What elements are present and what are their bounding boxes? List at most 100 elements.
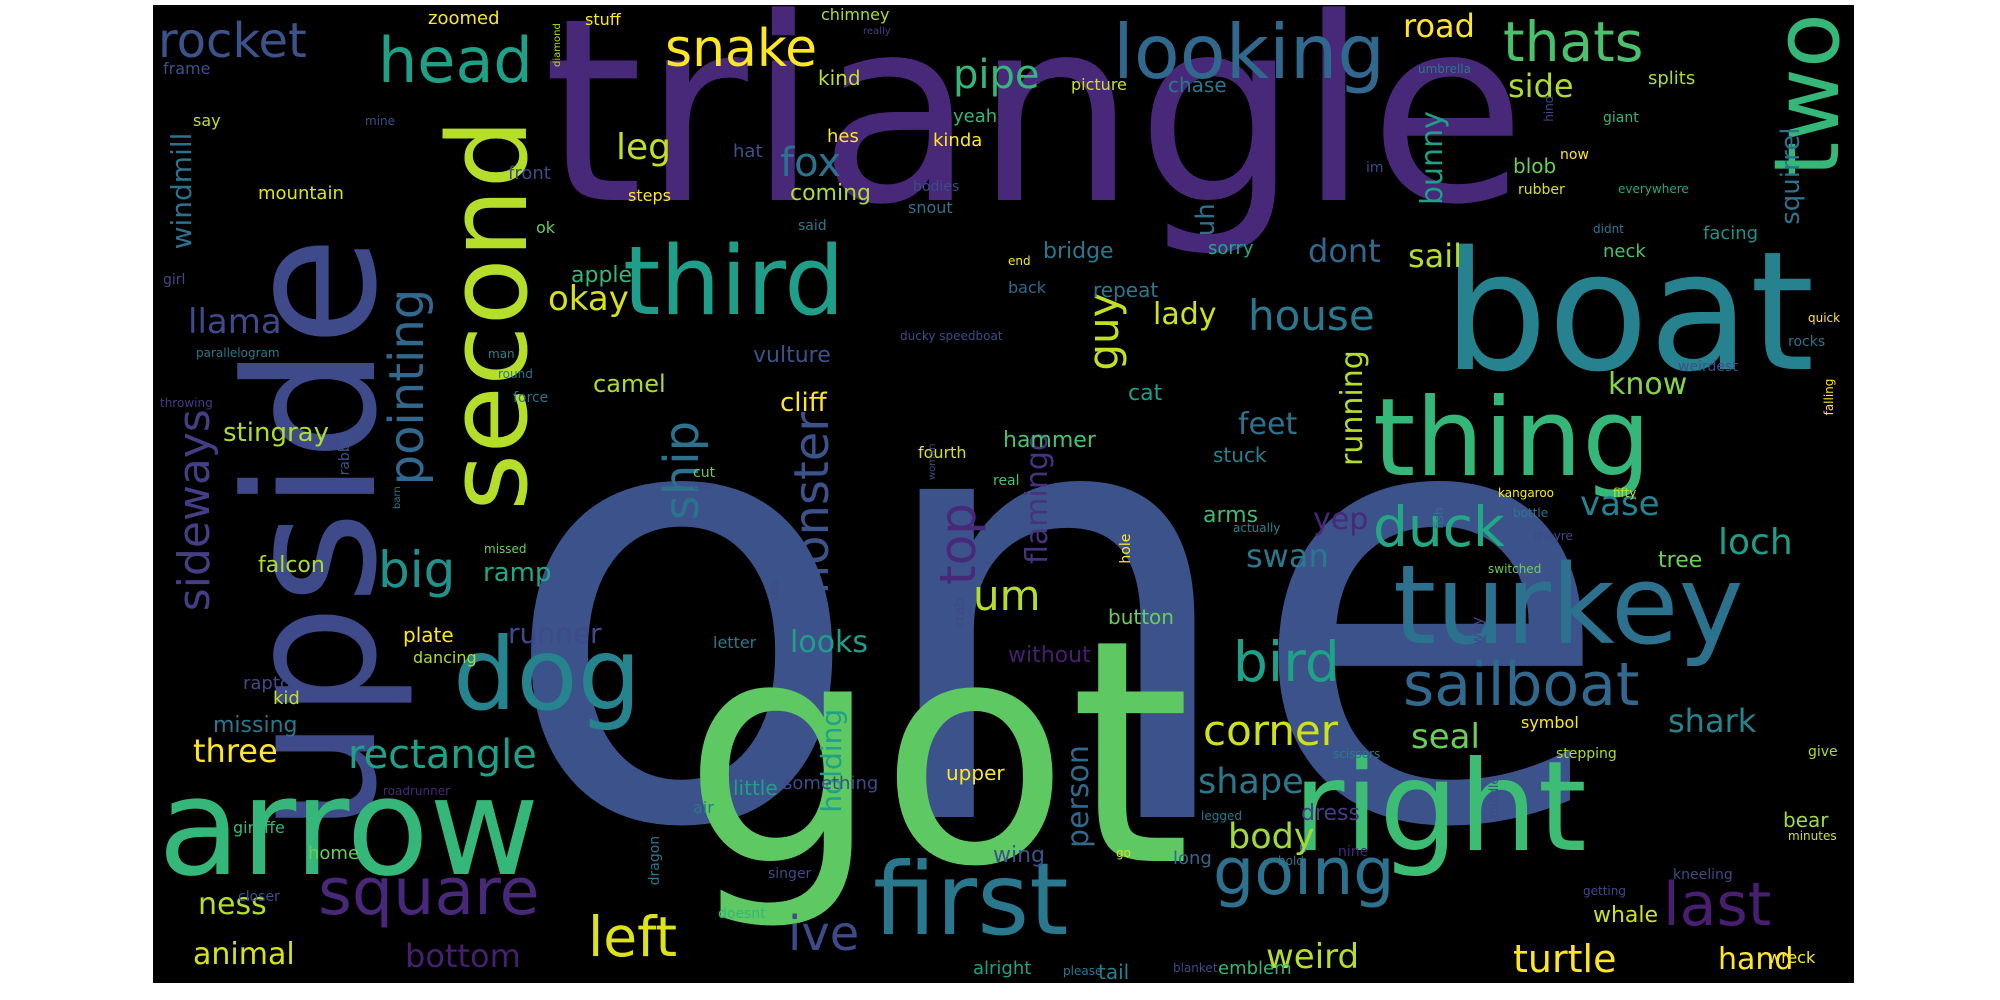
cloud-word: going bbox=[1213, 835, 1395, 910]
cloud-word: uh bbox=[1191, 203, 1221, 237]
cloud-word: hammer bbox=[1003, 428, 1096, 453]
cloud-word: force bbox=[513, 390, 549, 406]
cloud-word: fox bbox=[780, 140, 841, 186]
cloud-word: hat bbox=[733, 141, 763, 162]
cloud-word: fifty bbox=[1613, 486, 1637, 500]
cloud-word: switched bbox=[1488, 562, 1542, 576]
cloud-word: ok bbox=[536, 218, 556, 237]
cloud-word: got bbox=[683, 574, 1191, 935]
cloud-word: guy bbox=[1079, 292, 1128, 371]
cloud-word: person bbox=[1061, 745, 1096, 848]
cloud-word: legged bbox=[1201, 809, 1242, 823]
cloud-word: sailboat bbox=[1403, 650, 1640, 720]
cloud-word: running bbox=[1335, 350, 1370, 466]
cloud-word: say bbox=[193, 111, 221, 130]
cloud-word: bodies bbox=[913, 179, 960, 195]
cloud-word: yep bbox=[1313, 502, 1369, 537]
cloud-word: shark bbox=[1668, 702, 1757, 740]
cloud-word: stingray bbox=[223, 418, 329, 448]
cloud-word: snake bbox=[665, 19, 818, 79]
cloud-word: cat bbox=[1128, 381, 1163, 406]
cloud-word: quick bbox=[1808, 311, 1841, 325]
cloud-word: singer bbox=[768, 866, 812, 882]
cloud-word: hand bbox=[1718, 942, 1794, 977]
cloud-word: giraffe bbox=[233, 818, 285, 837]
cloud-word: um bbox=[973, 571, 1041, 620]
cloud-word: please bbox=[1063, 964, 1103, 978]
cloud-word: fourth bbox=[918, 443, 967, 462]
cloud-word: didnt bbox=[1593, 222, 1624, 236]
cloud-word: right bbox=[1293, 735, 1587, 880]
cloud-word: sail bbox=[1408, 237, 1463, 275]
cloud-word: rocket bbox=[158, 13, 307, 69]
cloud-word: crap bbox=[693, 481, 716, 492]
cloud-word: rectangle bbox=[348, 732, 537, 778]
cloud-word: arms bbox=[1203, 503, 1259, 528]
cloud-word: plate bbox=[403, 623, 454, 647]
cloud-word: vulture bbox=[753, 343, 831, 368]
cloud-word: know bbox=[1608, 367, 1688, 402]
cloud-word: wreck bbox=[1768, 948, 1816, 967]
cloud-word: thing bbox=[1373, 376, 1651, 501]
cloud-word: falcon bbox=[258, 553, 325, 578]
cloud-word: splits bbox=[1648, 68, 1696, 89]
cloud-word: stuck bbox=[1213, 443, 1267, 467]
cloud-word: runner bbox=[508, 617, 602, 650]
cloud-word: ness bbox=[198, 887, 267, 922]
cloud-word: dress bbox=[1301, 801, 1360, 826]
cloud-word: holding bbox=[815, 708, 848, 813]
cloud-word: looks bbox=[790, 625, 869, 660]
cloud-word: missed bbox=[484, 542, 527, 556]
cloud-word: dancing bbox=[413, 648, 477, 667]
cloud-word: three bbox=[193, 732, 278, 770]
cloud-word: weirdest bbox=[1678, 359, 1738, 375]
cloud-word: give bbox=[1808, 744, 1838, 760]
cloud-word: giant bbox=[1603, 110, 1639, 126]
cloud-word: everywhere bbox=[1618, 182, 1689, 196]
cloud-word: pipe bbox=[953, 52, 1040, 98]
cloud-word: rubber bbox=[1518, 182, 1565, 198]
cloud-word: symbol bbox=[1521, 713, 1579, 732]
cloud-word: picture bbox=[1071, 75, 1127, 94]
cloud-word: emblem bbox=[1218, 958, 1292, 979]
cloud-word: frame bbox=[163, 59, 211, 78]
cloud-word: tail bbox=[1098, 960, 1130, 983]
cloud-word: left bbox=[588, 905, 678, 969]
cloud-word: go bbox=[1116, 846, 1131, 860]
cloud-word: im bbox=[1366, 160, 1384, 176]
cloud-word: actually bbox=[1233, 521, 1281, 535]
cloud-word: now bbox=[1560, 147, 1589, 163]
cloud-word: triangle bbox=[543, 5, 1527, 261]
cloud-word: lady bbox=[1153, 297, 1217, 332]
cloud-word: cut bbox=[693, 465, 716, 481]
cloud-word: shape bbox=[1198, 762, 1304, 802]
cloud-word: parallelogram bbox=[196, 346, 280, 360]
cloud-word: looking bbox=[1113, 8, 1386, 96]
cloud-word: getting bbox=[1583, 884, 1626, 898]
cloud-word: home bbox=[308, 843, 360, 864]
cloud-word: repeat bbox=[1093, 278, 1159, 302]
cloud-word: bird bbox=[1233, 630, 1340, 694]
cloud-word: raptor bbox=[243, 673, 299, 694]
cloud-word: zoomed bbox=[428, 8, 500, 29]
cloud-word: camel bbox=[593, 370, 666, 398]
cloud-word: big bbox=[378, 541, 456, 599]
cloud-word: ducky speedboat bbox=[900, 329, 1003, 343]
cloud-word: vase bbox=[1580, 484, 1660, 524]
cloud-word: kinda bbox=[933, 130, 983, 151]
cloud-word: mine bbox=[365, 114, 396, 128]
cloud-word: body bbox=[1228, 817, 1315, 857]
cloud-word: rabbit bbox=[337, 433, 353, 476]
cloud-word: snout bbox=[908, 198, 953, 217]
cloud-word: rocks bbox=[1788, 334, 1826, 350]
cloud-word: really bbox=[863, 26, 891, 37]
cloud-word: bottom bbox=[405, 937, 521, 975]
cloud-word: end bbox=[1008, 254, 1031, 268]
cloud-word: whale bbox=[1593, 903, 1659, 928]
cloud-word: blanket bbox=[1173, 961, 1218, 975]
cloud-word: blob bbox=[1513, 154, 1557, 178]
cloud-word: front bbox=[508, 163, 551, 184]
cloud-word: turkey bbox=[1393, 541, 1744, 669]
cloud-word: chimney bbox=[821, 5, 890, 24]
cloud-word: falling bbox=[1822, 378, 1836, 416]
